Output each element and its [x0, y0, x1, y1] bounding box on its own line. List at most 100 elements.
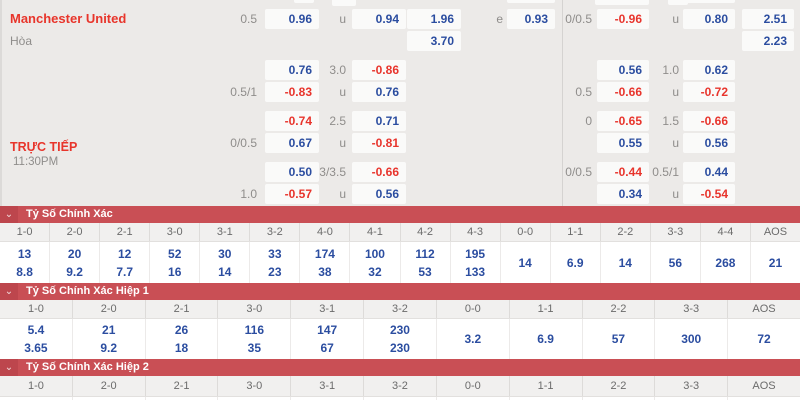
score-odds-cell[interactable]: 14	[501, 242, 551, 283]
score-header-row: 1-0 2-0 2-1 3-0 3-1 3-2 0-0 1-1 2-2 3-3 AOS	[0, 300, 800, 319]
score-odds-cell[interactable]: 6.9	[510, 319, 583, 359]
section-title-bar[interactable]: ⌄ Tỷ Số Chính Xác Hiệp 2	[0, 359, 800, 376]
score-column-header: 2-2	[583, 300, 656, 318]
score-odds-cell[interactable]: 30 14	[200, 242, 251, 283]
score-odds-value: 268	[715, 255, 736, 270]
odds-value-box[interactable]: 0.76	[352, 82, 406, 102]
odds-value-box[interactable]: -0.57	[265, 184, 319, 204]
score-odds-cell[interactable]: 268	[701, 242, 751, 283]
score-odds-cell[interactable]: 20 9.2	[50, 242, 101, 283]
score-odds-cell[interactable]: 230 230	[364, 319, 437, 359]
collapse-chevron-icon[interactable]: ⌄	[0, 359, 18, 376]
score-odds-cell[interactable]: 21 9.2	[73, 319, 146, 359]
handicap-label: u	[672, 187, 679, 201]
score-column-header: 3-1	[200, 223, 251, 241]
odds-value-box[interactable]: 0.62	[683, 60, 735, 80]
handicap-label: u	[672, 136, 679, 150]
score-column-header: 3-2	[250, 223, 301, 241]
score-odds-value: 112	[415, 246, 435, 261]
score-odds-value: 72	[757, 332, 771, 346]
score-odds-value: 30	[218, 246, 232, 261]
odds-value-box[interactable]: 0.94	[352, 9, 406, 29]
score-odds-cell[interactable]: 174 38	[300, 242, 351, 283]
odds-value-box[interactable]: -0.66	[683, 111, 735, 131]
odds-value-box[interactable]: -0.65	[597, 111, 649, 131]
odds-value-box[interactable]: -0.81	[352, 133, 406, 153]
score-odds-cell[interactable]: 147 67	[291, 319, 365, 359]
cutoff-row-fragment	[683, 0, 735, 3]
score-odds-value: 21	[102, 323, 116, 337]
score-odds-value: 195	[465, 246, 486, 261]
score-odds-cell[interactable]: 300	[655, 319, 729, 359]
score-odds-cell[interactable]: 14	[601, 242, 651, 283]
score-odds-value: 56	[668, 255, 683, 270]
score-odds-cell[interactable]: 72	[728, 319, 800, 359]
odds-value-box[interactable]: 0.96	[265, 9, 319, 29]
odds-value-box[interactable]: 1.96	[407, 9, 461, 29]
score-odds-cell[interactable]: 116 35	[218, 319, 292, 359]
odds-value-box[interactable]: 0.44	[683, 162, 735, 182]
odds-value-box[interactable]: 2.23	[742, 31, 794, 51]
odds-value-box[interactable]: 0.55	[597, 133, 649, 153]
odds-value-box[interactable]: 0.71	[352, 111, 406, 131]
odds-value-box[interactable]: -0.74	[265, 111, 319, 131]
odds-value-box[interactable]: -0.66	[597, 82, 649, 102]
odds-value-box[interactable]: 0.56	[352, 184, 406, 204]
odds-value-box[interactable]: 3.70	[407, 31, 461, 51]
odds-value-box[interactable]: 0.76	[265, 60, 319, 80]
score-column-header: AOS	[752, 380, 776, 392]
section-title-bar[interactable]: ⌄ Tỷ Số Chính Xác	[0, 206, 800, 223]
score-odds-cell[interactable]: 33 23	[250, 242, 301, 283]
odds-value-box[interactable]: 0.56	[683, 133, 735, 153]
score-odds-cell[interactable]: 21	[751, 242, 800, 283]
odds-value-box[interactable]: 2.51	[742, 9, 794, 29]
collapse-chevron-icon[interactable]: ⌄	[0, 206, 18, 223]
odds-value-box[interactable]: 0.50	[265, 162, 319, 182]
odds-value-box[interactable]: -0.86	[352, 60, 406, 80]
score-column-header: 3-3	[655, 376, 729, 396]
score-column-header: 3-0	[218, 300, 292, 318]
odds-value-box[interactable]: 0.67	[265, 133, 319, 153]
odds-value-box[interactable]: -0.72	[683, 82, 735, 102]
section-title: Tỷ Số Chính Xác Hiệp 1	[26, 285, 149, 297]
score-odds-cell	[655, 397, 729, 400]
odds-value-box[interactable]: 0.34	[597, 184, 649, 204]
score-odds-cell[interactable]: 52 16	[150, 242, 201, 283]
odds-value-box[interactable]: -0.44	[597, 162, 649, 182]
score-odds-cell[interactable]: 3.2	[437, 319, 510, 359]
odds-value-box[interactable]: 0.56	[597, 60, 649, 80]
odds-value-box[interactable]: -0.83	[265, 82, 319, 102]
handicap-label: 0	[585, 114, 592, 128]
score-odds-cell	[0, 397, 73, 400]
odds-value-box[interactable]: -0.66	[352, 162, 406, 182]
odds-value-box[interactable]: 0.80	[683, 9, 735, 29]
score-odds-value: 67	[320, 341, 334, 355]
handicap-label: 1.0	[662, 63, 679, 77]
score-odds-value: 3.2	[464, 332, 482, 346]
score-odds-value: 3.65	[24, 341, 48, 355]
score-column-header: 3-1	[291, 300, 365, 318]
collapse-chevron-icon[interactable]: ⌄	[0, 283, 18, 300]
handicap-label: 0.5	[575, 85, 592, 99]
score-odds-cell[interactable]: 6.9	[551, 242, 601, 283]
score-column-header: 0-0	[437, 300, 510, 318]
score-odds-value: 9.2	[66, 264, 83, 279]
score-odds-value: 300	[681, 332, 702, 346]
score-odds-cell[interactable]: 56	[651, 242, 701, 283]
score-odds-cell[interactable]: 112 53	[401, 242, 451, 283]
odds-value-box[interactable]: -0.54	[683, 184, 735, 204]
score-odds-cell[interactable]: 13 8.8	[0, 242, 51, 283]
score-odds-cell[interactable]: 12 7.7	[100, 242, 151, 283]
score-odds-value: 20	[67, 246, 82, 261]
score-odds-cell[interactable]: 100 32	[350, 242, 401, 283]
odds-value-box[interactable]: 0.93	[507, 9, 555, 29]
score-odds-cell[interactable]: 195 133	[451, 242, 501, 283]
score-odds-value: 133	[465, 264, 486, 279]
score-odds-cell[interactable]: 57	[583, 319, 656, 359]
score-column-header: 1-0	[0, 300, 73, 318]
score-odds-cell[interactable]: 5.4 3.65	[0, 319, 73, 359]
section-title-bar[interactable]: ⌄ Tỷ Số Chính Xác Hiệp 1	[0, 283, 800, 300]
odds-value-box[interactable]: -0.96	[597, 9, 649, 29]
score-column-header: 1-1	[510, 300, 583, 318]
score-odds-cell[interactable]: 26 18	[146, 319, 219, 359]
